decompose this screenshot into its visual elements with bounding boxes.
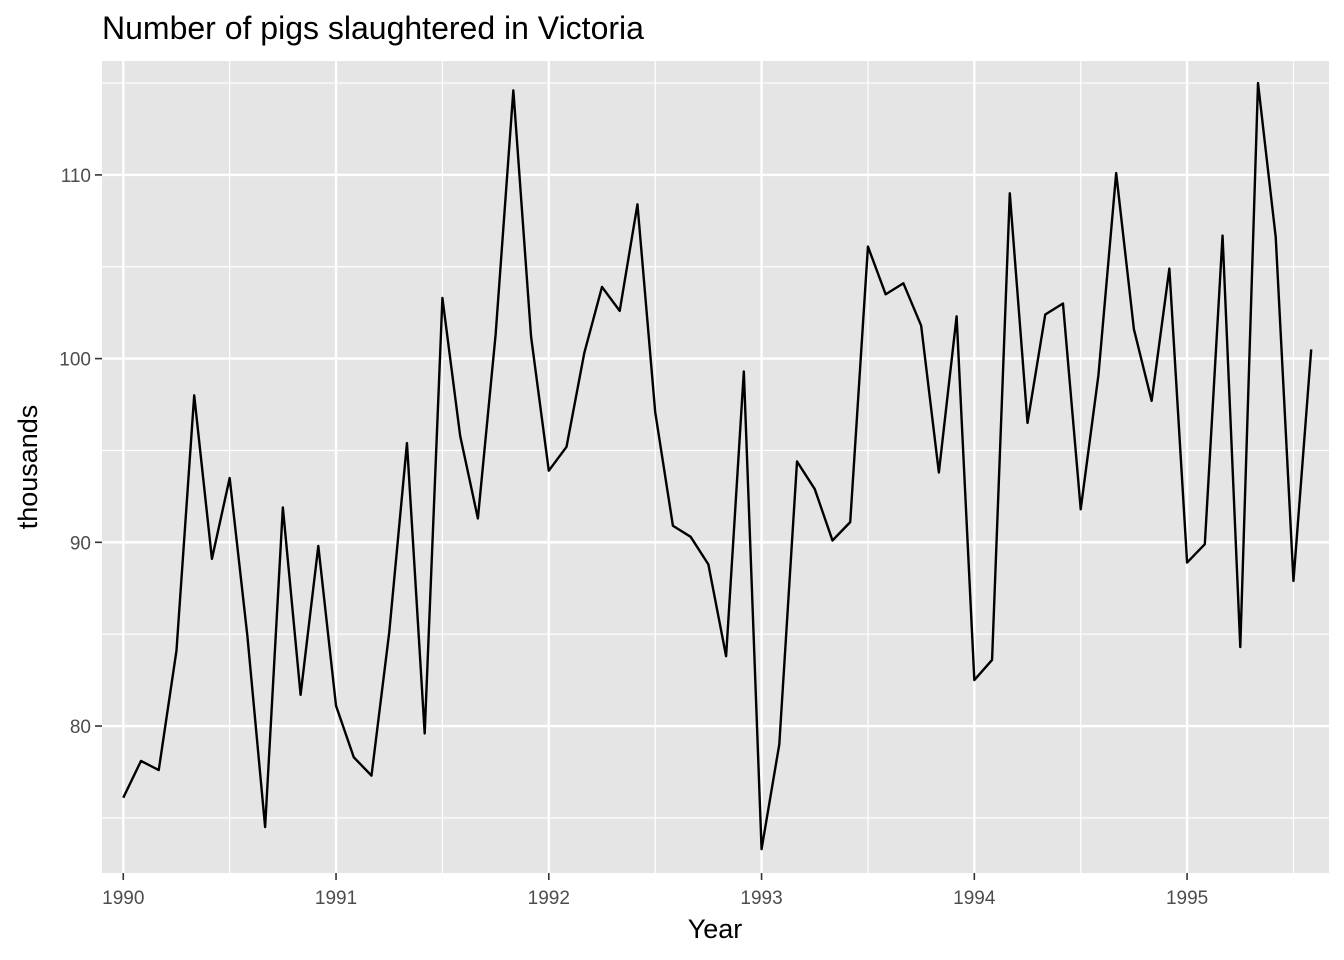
- y-tick-label: 100: [59, 350, 91, 371]
- y-tick-label: 90: [70, 533, 91, 554]
- x-axis: 1990 1991 1992 1993 1994 1995: [102, 873, 1208, 909]
- series-line: [122, 81, 1313, 851]
- y-axis: 80 90 100 110: [59, 166, 102, 738]
- x-tick-label: 1994: [953, 888, 996, 909]
- y-tick-label: 80: [70, 717, 91, 738]
- x-tick-label: 1992: [528, 888, 570, 909]
- y-axis-label: thousands: [13, 405, 43, 530]
- x-axis-label: Year: [688, 914, 743, 944]
- y-tick-label: 110: [61, 166, 91, 187]
- x-tick-label: 1991: [315, 888, 357, 909]
- chart-title: Number of pigs slaughtered in Victoria: [102, 10, 644, 46]
- x-tick-label: 1993: [740, 888, 782, 909]
- x-tick-label: 1995: [1166, 888, 1208, 909]
- plot-panel: [102, 61, 1329, 873]
- minor-gridlines: [102, 61, 1329, 873]
- x-tick-label: 1990: [102, 888, 144, 909]
